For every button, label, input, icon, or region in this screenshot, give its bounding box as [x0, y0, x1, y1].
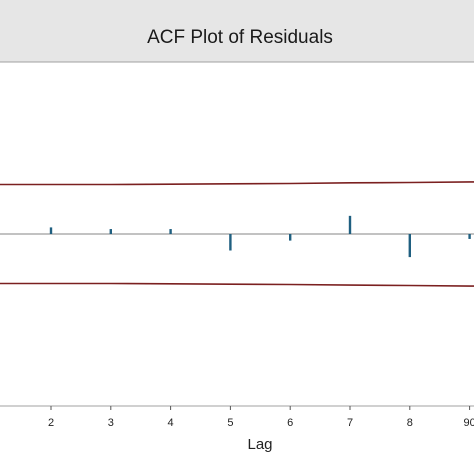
x-tick-label-2: 2 — [48, 417, 54, 429]
x-tick-label-3: 3 — [108, 417, 114, 429]
upper-confidence-limit — [0, 181, 474, 186]
x-tick-label-8: 8 — [407, 417, 413, 429]
lower-confidence-limit — [0, 282, 474, 287]
x-axis-label: Lag — [247, 436, 272, 453]
chart-title: ACF Plot of Residuals — [147, 27, 333, 48]
title-band — [0, 0, 474, 62]
x-tick-label-9: 90 — [463, 417, 474, 429]
x-tick-label-5: 5 — [227, 417, 233, 429]
x-tick-label-6: 6 — [287, 417, 293, 429]
x-tick-label-4: 4 — [168, 417, 174, 429]
x-tick-label-7: 7 — [347, 417, 353, 429]
chart-marks: 2 3 4 5 6 7 8 90 — [0, 181, 474, 429]
